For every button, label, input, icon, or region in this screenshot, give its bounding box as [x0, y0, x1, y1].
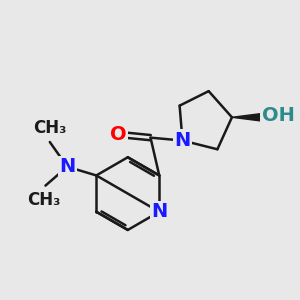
Text: CH₃: CH₃	[33, 119, 67, 137]
Text: N: N	[59, 157, 75, 176]
Text: CH₃: CH₃	[27, 191, 61, 209]
Text: O: O	[110, 125, 127, 144]
Polygon shape	[232, 113, 264, 122]
Text: N: N	[151, 202, 167, 221]
Text: N: N	[174, 131, 190, 150]
Text: OH: OH	[262, 106, 295, 125]
